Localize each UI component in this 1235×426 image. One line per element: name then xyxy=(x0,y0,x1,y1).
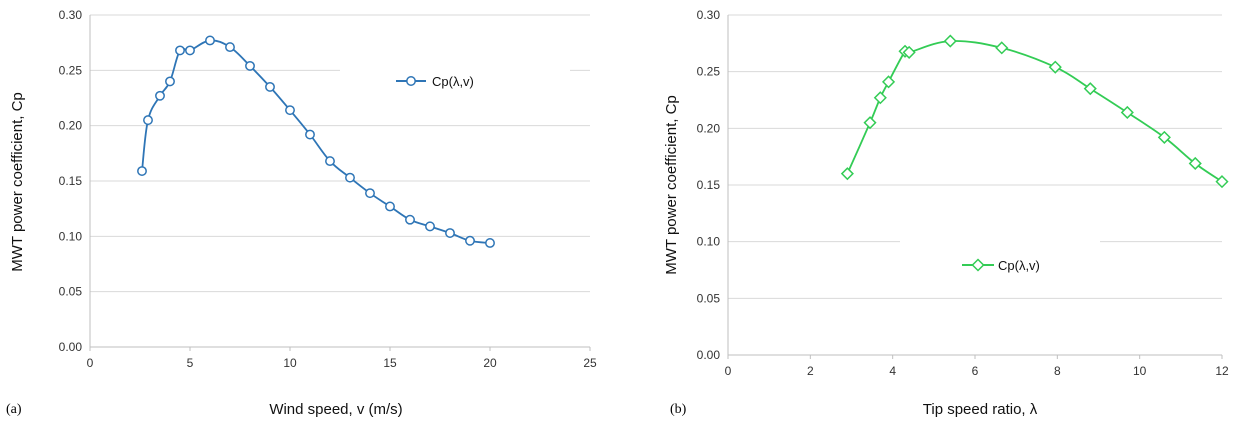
chart-a-data-point xyxy=(143,115,153,126)
chart-b-data-point xyxy=(943,34,957,48)
chart-b-gridlines xyxy=(728,14,1222,356)
chart-b-ytick-label: 0.20 xyxy=(697,121,721,135)
chart-a-data-point xyxy=(155,90,165,101)
chart-a-data-point xyxy=(165,76,175,87)
chart-b-ytick-label: 0.30 xyxy=(697,8,721,22)
chart-b-data-point xyxy=(902,45,916,59)
chart-b-panel-label: (b) xyxy=(670,402,687,417)
chart-b-tip-speed-ratio: 0.00 0.05 0.10 0.15 0.20 0.25 0.30 0 2 4 6 8 10 12 Cp… xyxy=(663,8,1229,418)
chart-b-xtick-label: 2 xyxy=(807,364,814,378)
chart-b-legend-marker-shape xyxy=(971,258,985,272)
chart-b-ytick-label: 0.10 xyxy=(697,235,721,249)
chart-a-data-point xyxy=(265,81,275,92)
chart-a-markers xyxy=(137,35,495,248)
chart-a-data-point xyxy=(385,201,395,212)
chart-b-data-point xyxy=(995,41,1009,55)
chart-a-xtick-label: 15 xyxy=(383,356,397,370)
chart-a-xtick-label: 0 xyxy=(87,356,94,370)
chart-a-data-point xyxy=(345,172,355,183)
chart-a-data-point xyxy=(245,60,255,71)
chart-b-legend-marker xyxy=(971,258,985,272)
chart-b-data-point xyxy=(1120,105,1134,120)
chart-b-ytick-label: 0.25 xyxy=(697,65,721,79)
chart-a-data-point xyxy=(465,235,475,246)
chart-b-legend: Cp(λ,v) xyxy=(962,258,1040,273)
chart-b-xlabel: Tip speed ratio, λ xyxy=(923,401,1038,418)
chart-a-data-point xyxy=(305,129,315,140)
chart-b-data-point xyxy=(1215,175,1229,189)
chart-a-data-point xyxy=(445,228,455,238)
chart-a-xtick-label: 25 xyxy=(583,356,597,370)
chart-a-ytick-label: 0.00 xyxy=(59,340,83,354)
chart-b-legend-label: Cp(λ,v) xyxy=(998,258,1040,273)
chart-b-ylabel: MWT power coefficient, Cp xyxy=(663,95,680,275)
chart-a-legend-box xyxy=(340,68,570,114)
chart-b-data-point xyxy=(863,116,877,130)
chart-a-data-point xyxy=(285,105,295,116)
chart-a-data-point xyxy=(175,45,185,56)
chart-a-ytick-label: 0.05 xyxy=(59,285,83,299)
chart-b-data-point xyxy=(873,91,887,105)
chart-a-legend-marker-shape xyxy=(406,76,416,86)
chart-a-ytick-label: 0.20 xyxy=(59,119,83,133)
chart-a-legend-marker xyxy=(406,76,416,86)
chart-b-xtick-label: 12 xyxy=(1215,364,1229,378)
chart-b-markers xyxy=(840,34,1229,189)
chart-b-data-point xyxy=(840,167,854,181)
chart-a-panel-label: (a) xyxy=(6,402,22,417)
chart-b-ytick-label: 0.00 xyxy=(697,348,721,362)
chart-a-data-point xyxy=(325,156,335,167)
chart-a-ytick-label: 0.15 xyxy=(59,174,83,188)
chart-b-xtick-label: 6 xyxy=(972,364,979,378)
chart-b-data-point xyxy=(1048,60,1062,74)
chart-b-ytick-label: 0.05 xyxy=(697,291,721,305)
chart-a-wind-speed: 0.00 0.05 0.10 0.15 0.20 0.25 0.30 0 5 10 15 20 25 C… xyxy=(6,8,597,418)
chart-a-legend: Cp(λ,v) xyxy=(396,74,474,89)
chart-a-data-point xyxy=(205,35,215,46)
chart-b-legend-box xyxy=(900,240,1100,296)
chart-b-xtick-label: 8 xyxy=(1054,364,1061,378)
chart-a-xlabel: Wind speed, v (m/s) xyxy=(269,401,402,418)
chart-b-series-line xyxy=(846,40,1223,183)
chart-a-ytick-label: 0.30 xyxy=(59,8,83,22)
chart-b-xtick-label: 10 xyxy=(1133,364,1147,378)
chart-a-gridlines xyxy=(90,14,590,348)
chart-b-data-point xyxy=(881,75,896,89)
chart-b-xtick-label: 0 xyxy=(725,364,732,378)
chart-b-data-point xyxy=(1188,156,1202,171)
chart-a-data-point xyxy=(365,188,375,199)
chart-a-data-point xyxy=(405,214,415,225)
chart-a-data-point xyxy=(425,221,435,232)
chart-a-legend-label: Cp(λ,v) xyxy=(432,74,474,89)
chart-b-data-point xyxy=(1083,82,1097,96)
chart-b-ytick-label: 0.15 xyxy=(697,178,721,192)
chart-a-data-point xyxy=(225,42,235,53)
chart-a-data-point xyxy=(137,166,147,176)
chart-a-ytick-label: 0.25 xyxy=(59,63,83,77)
chart-a-xtick-label: 10 xyxy=(283,356,297,370)
chart-a-xtick-label: 20 xyxy=(483,356,497,370)
chart-a-ylabel: MWT power coefficient, Cp xyxy=(9,92,26,272)
chart-b-data-point xyxy=(1157,130,1171,144)
chart-a-data-point xyxy=(485,238,495,248)
chart-a-ytick-label: 0.10 xyxy=(59,229,83,243)
chart-b-xtick-label: 4 xyxy=(889,364,896,378)
chart-a-xtick-label: 5 xyxy=(187,356,194,370)
chart-a-data-point xyxy=(185,45,195,56)
